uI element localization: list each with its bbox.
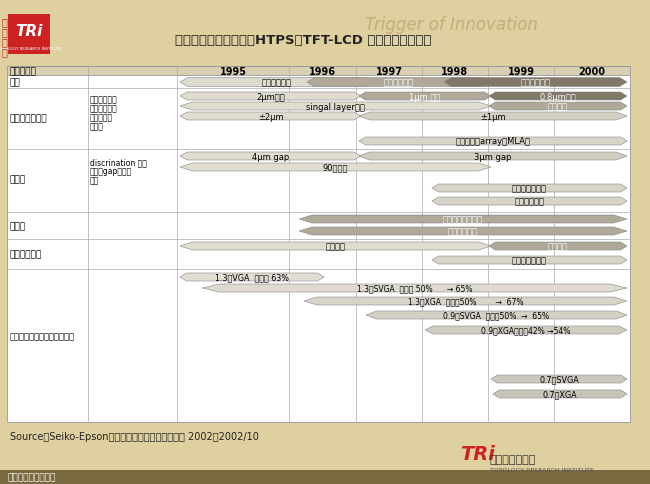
Polygon shape — [299, 227, 627, 236]
Text: 2μm規則: 2μm規則 — [256, 92, 285, 101]
Polygon shape — [359, 93, 491, 101]
Text: 1.3吋SVGA  開口率 50%      → 65%: 1.3吋SVGA 開口率 50% → 65% — [357, 284, 473, 293]
Polygon shape — [489, 242, 627, 251]
Text: 技術（gap）視角: 技術（gap）視角 — [90, 167, 132, 176]
Polygon shape — [432, 257, 627, 264]
Polygon shape — [180, 152, 361, 161]
Text: 對比補正技術: 對比補正技術 — [515, 197, 545, 206]
Text: 色不均補正技術: 色不均補正技術 — [512, 256, 547, 265]
Text: 2000: 2000 — [578, 67, 606, 77]
Text: 1996: 1996 — [309, 67, 336, 77]
Text: 科技智庫．菁英導航: 科技智庫．菁英導航 — [8, 472, 57, 482]
Text: 高開口率化技術: 高開口率化技術 — [10, 114, 47, 123]
Text: 1μm 規則: 1μm 規則 — [410, 92, 441, 101]
Text: 墣: 墣 — [2, 27, 8, 37]
Text: 堆疊容量: 堆疊容量 — [548, 102, 568, 111]
Text: 3μm gap: 3μm gap — [474, 152, 512, 161]
Text: 90度研磨: 90度研磨 — [323, 163, 348, 172]
Polygon shape — [304, 297, 627, 305]
Text: 容量形成技術: 容量形成技術 — [90, 104, 118, 113]
Polygon shape — [180, 103, 491, 111]
Text: 0.7吋SVGA: 0.7吋SVGA — [539, 375, 579, 384]
Polygon shape — [489, 103, 627, 111]
Text: 防塵模組結構: 防塵模組結構 — [448, 227, 478, 236]
Bar — [0, 470, 650, 484]
Polygon shape — [180, 78, 374, 87]
Text: 第一世代規則: 第一世代規則 — [262, 78, 292, 87]
Text: singal layer容量: singal layer容量 — [306, 102, 365, 111]
Bar — [8, 15, 50, 55]
Polygon shape — [432, 184, 627, 193]
Text: 1997: 1997 — [376, 67, 402, 77]
Text: 補正: 補正 — [90, 176, 99, 185]
Polygon shape — [180, 273, 324, 281]
Polygon shape — [359, 113, 627, 121]
Polygon shape — [202, 285, 627, 292]
Polygon shape — [432, 197, 627, 206]
Polygon shape — [180, 242, 491, 251]
Text: 第三世代規則: 第三世代規則 — [521, 78, 551, 87]
Polygon shape — [489, 93, 627, 101]
Text: 0.8μm規則: 0.8μm規則 — [540, 92, 577, 101]
Text: TRi: TRi — [16, 25, 43, 39]
Bar — [7, 67, 630, 76]
Text: ±2μm: ±2μm — [257, 112, 283, 121]
Text: 投影機用高溫多晶矽（HTPS）TFT-LCD 液晶面板技術演化: 投影機用高溫多晶矽（HTPS）TFT-LCD 液晶面板技術演化 — [175, 33, 432, 46]
Text: 高輝度: 高輝度 — [10, 222, 26, 230]
Text: 1998: 1998 — [441, 67, 469, 77]
Text: 0.9吋SVGA  開口率50%  →  65%: 0.9吋SVGA 開口率50% → 65% — [443, 311, 549, 320]
Text: 研: 研 — [2, 47, 8, 57]
Text: 面板的尺吋、像素數、開口率: 面板的尺吋、像素數、開口率 — [10, 332, 75, 341]
Text: 高精度張合: 高精度張合 — [90, 113, 113, 122]
Text: 裏面反射光線對策: 裏面反射光線對策 — [443, 215, 483, 224]
Text: TOPOLOGY RESEARCH INSTITUTE: TOPOLOGY RESEARCH INSTITUTE — [490, 468, 594, 472]
Text: 0.9吋XGA開口率42% →54%: 0.9吋XGA開口率42% →54% — [481, 326, 571, 335]
Text: 0.7吋XGA: 0.7吋XGA — [543, 390, 577, 399]
Text: 1999: 1999 — [508, 67, 534, 77]
Text: 拓墣產業研究所: 拓墣產業研究所 — [490, 454, 536, 464]
Text: TOPOLOGY RESEARCH INSTITUTE: TOPOLOGY RESEARCH INSTITUTE — [0, 47, 61, 51]
Text: 1.3吋VGA  開口率 63%: 1.3吋VGA 開口率 63% — [215, 273, 289, 282]
Text: discrination 抑制: discrination 抑制 — [90, 158, 147, 167]
Text: 世代: 世代 — [10, 78, 21, 87]
Text: 1.3吋XGA  開口率50%        →  67%: 1.3吋XGA 開口率50% → 67% — [408, 297, 523, 306]
Polygon shape — [359, 138, 627, 146]
Polygon shape — [493, 390, 627, 398]
Text: 高對比: 高對比 — [10, 175, 26, 184]
Polygon shape — [307, 78, 491, 87]
Polygon shape — [180, 164, 491, 172]
Polygon shape — [180, 113, 361, 121]
Polygon shape — [444, 78, 627, 87]
Bar — [7, 67, 630, 422]
Text: Trigger of Innovation: Trigger of Innovation — [365, 16, 538, 34]
Polygon shape — [299, 215, 627, 224]
Text: 微鏡片: 微鏡片 — [90, 122, 104, 131]
Text: 4μm gap: 4μm gap — [252, 152, 289, 161]
Polygon shape — [180, 93, 361, 101]
Polygon shape — [366, 311, 627, 319]
Text: 拓: 拓 — [2, 17, 8, 27]
Text: 數位介面: 數位介面 — [548, 242, 568, 251]
Text: 部份平坦化技術: 部份平坦化技術 — [512, 184, 547, 193]
Text: 微細加工技術: 微細加工技術 — [90, 95, 118, 104]
Text: 時期（年）: 時期（年） — [10, 67, 37, 76]
Text: 產: 產 — [2, 37, 8, 47]
Polygon shape — [491, 375, 627, 383]
Text: ±1μm: ±1μm — [480, 112, 506, 121]
Text: 第二世代規則: 第二世代規則 — [384, 78, 414, 87]
Polygon shape — [359, 152, 627, 161]
Text: Source：Seiko-Epson、平面顯示器技術及未來趨勢 2002，2002/10: Source：Seiko-Epson、平面顯示器技術及未來趨勢 2002，200… — [10, 431, 259, 441]
Text: 層動回路對應: 層動回路對應 — [10, 250, 42, 259]
Text: 採用微鏡片array（MLA）: 採用微鏡片array（MLA） — [456, 137, 530, 146]
Text: TRi: TRi — [460, 445, 495, 464]
Text: 1995: 1995 — [220, 67, 246, 77]
Text: 類比介面: 類比介面 — [326, 242, 346, 251]
Polygon shape — [425, 326, 627, 334]
